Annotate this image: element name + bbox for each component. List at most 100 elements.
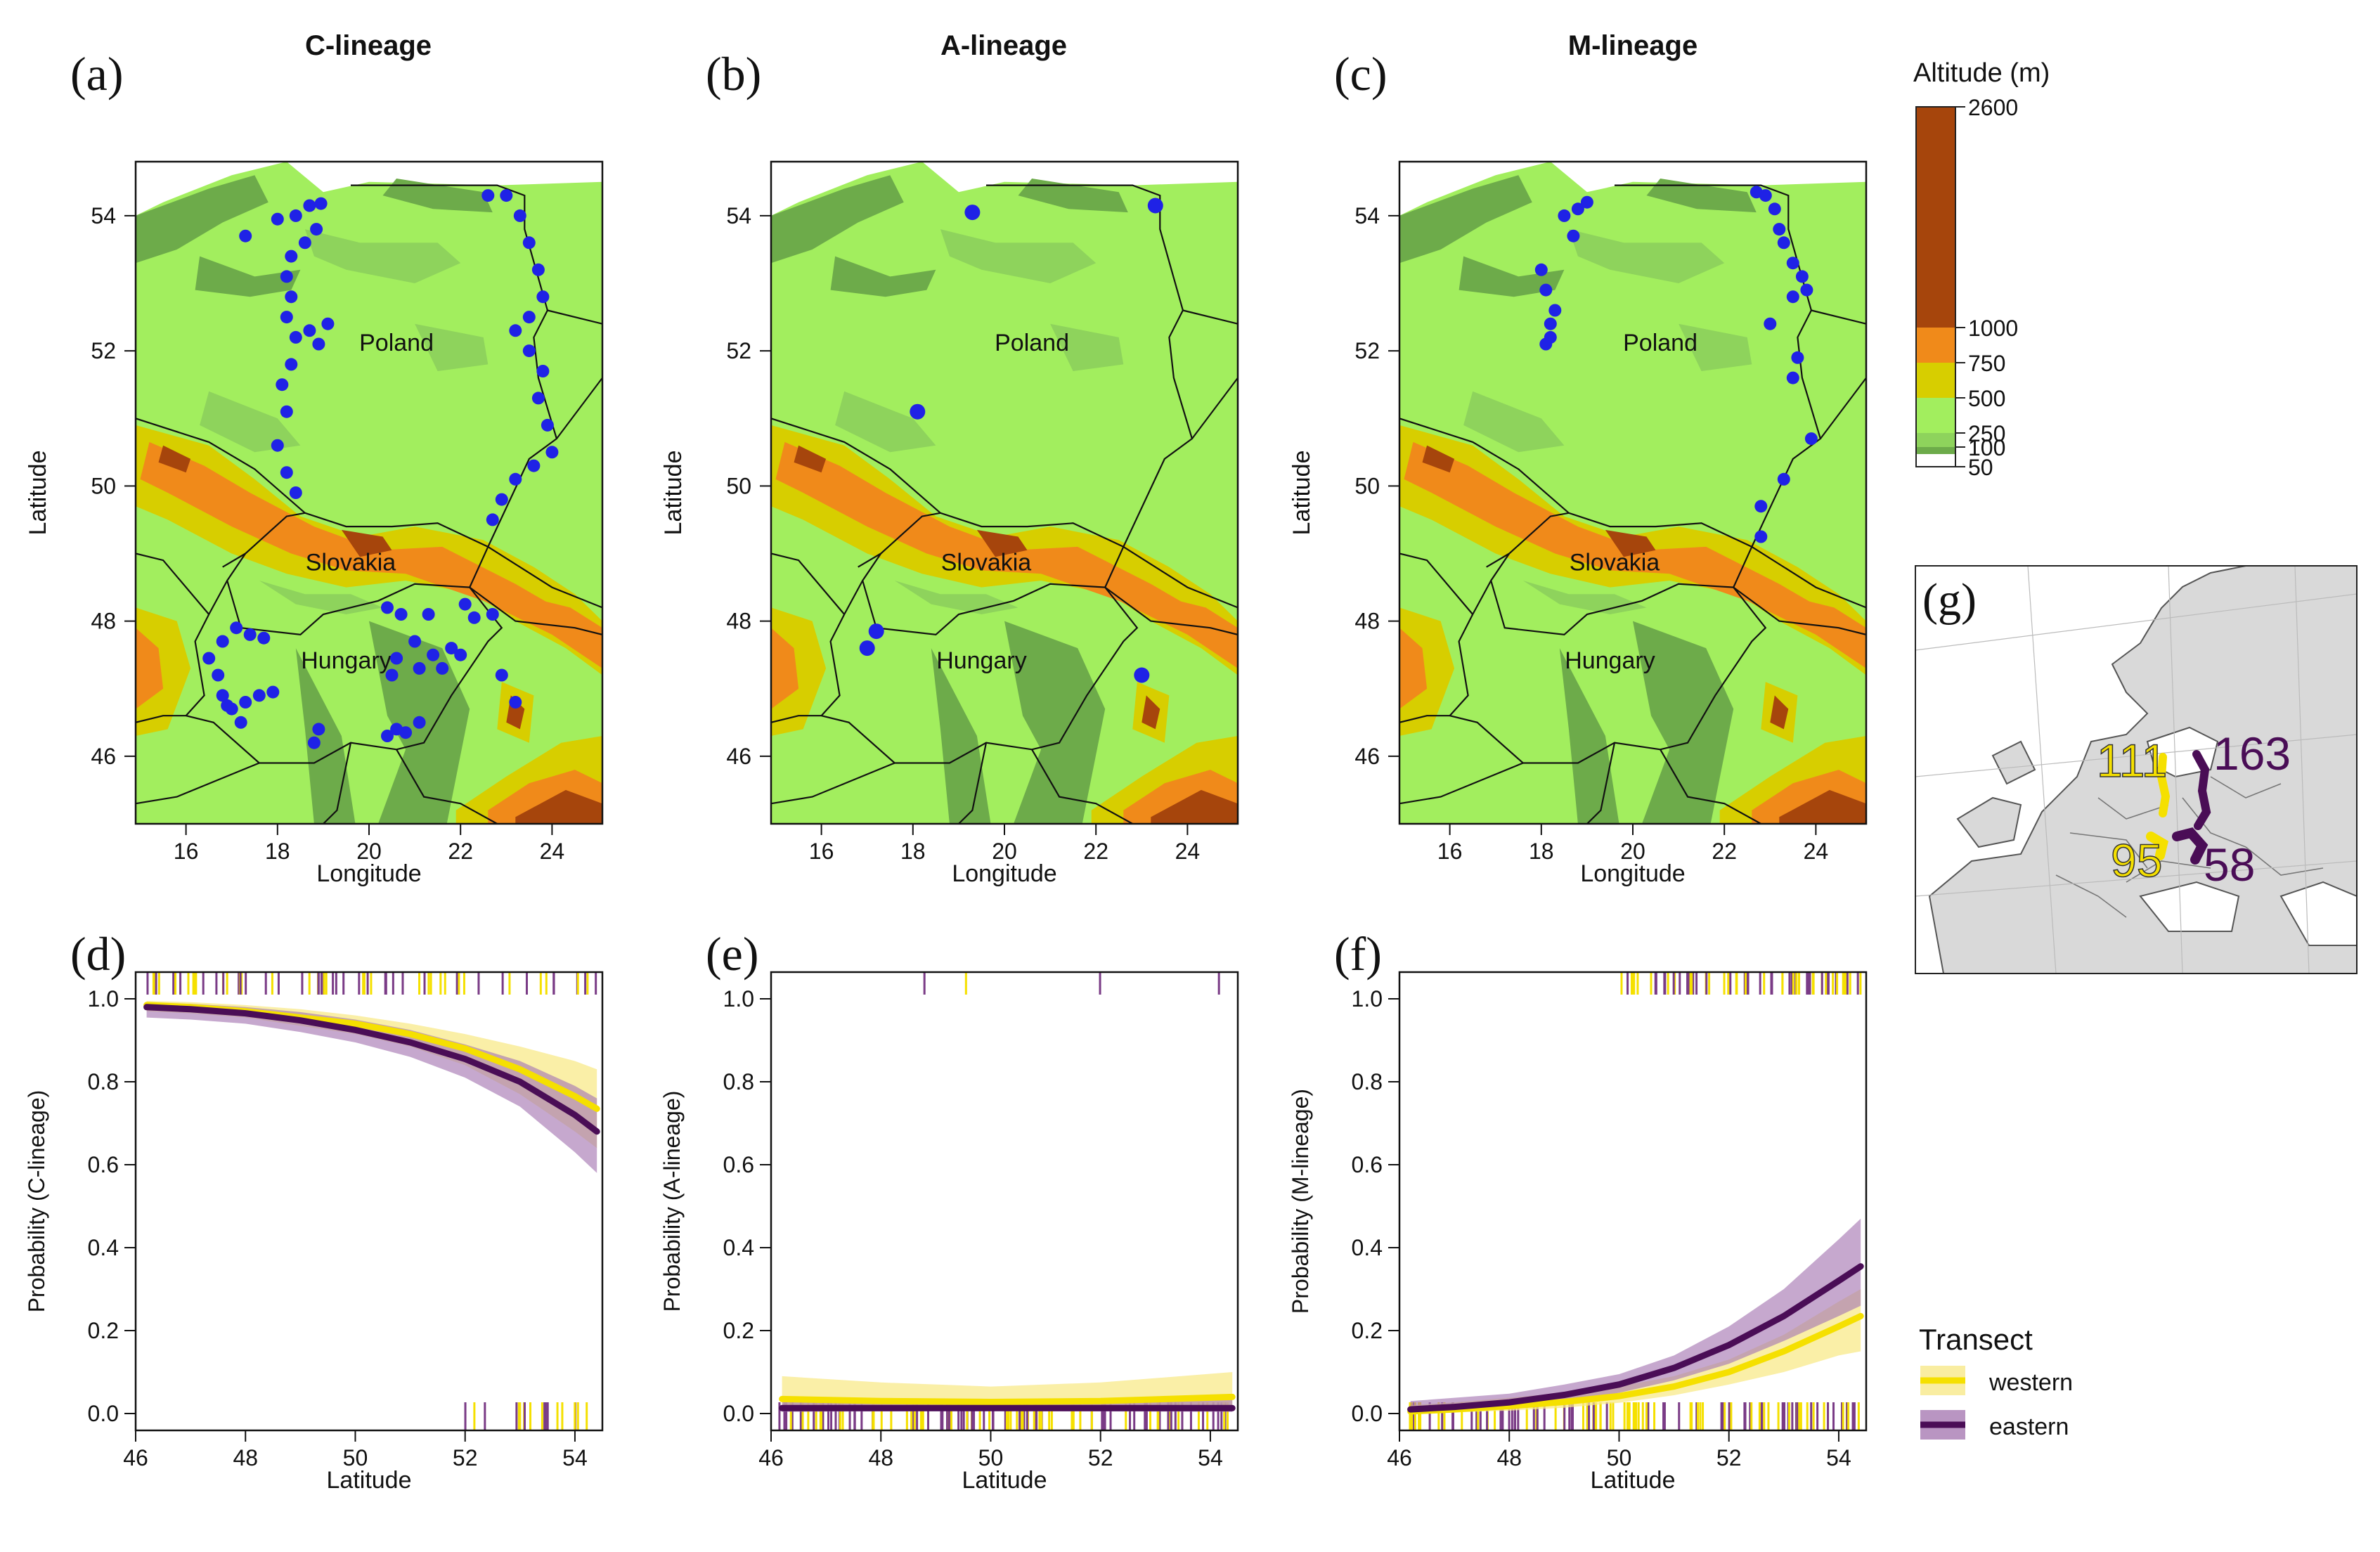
plot-e-xtick-52: 52 <box>1088 1445 1113 1470</box>
map-b-point-0 <box>964 205 981 221</box>
plot-d-ytick-0.4: 0.4 <box>88 1235 119 1260</box>
map-a-point-69 <box>252 689 266 702</box>
map-a-point-36 <box>495 493 508 506</box>
map-a-point-44 <box>408 635 422 648</box>
map-c-ytick-48: 48 <box>1354 609 1380 634</box>
altitude-break-1000: 1000 <box>1968 316 2018 341</box>
inset-eastern-transect <box>2192 750 2211 830</box>
map-a-point-54 <box>413 716 426 729</box>
plot-e-ytick-0: 0.0 <box>723 1401 754 1426</box>
plot-d-xtick-48: 48 <box>233 1445 258 1470</box>
plot-f-ytick-0.6: 0.6 <box>1352 1152 1383 1177</box>
map-c-ytick-46: 46 <box>1354 744 1380 769</box>
plot-d-band-eastern <box>146 1002 597 1173</box>
map-a-point-50 <box>436 661 449 675</box>
map-a-point-41 <box>458 597 472 611</box>
map-a-point-62 <box>216 635 229 648</box>
plot-d-ytick-0.2: 0.2 <box>88 1318 119 1343</box>
plot-f-xtick-48: 48 <box>1496 1445 1522 1470</box>
map-a-label-slovakia: Slovakia <box>306 550 396 576</box>
map-b-ytick-50: 50 <box>726 473 751 498</box>
map-a-point-35 <box>509 472 522 486</box>
map-b-xtick-20: 20 <box>992 839 1017 864</box>
map-a-point-20 <box>312 337 325 351</box>
altitude-break-50: 50 <box>1968 455 1993 480</box>
map-a-point-70 <box>266 685 280 699</box>
plot-d-letter: (d) <box>70 927 126 981</box>
map-c-point-1 <box>1580 195 1593 209</box>
plot-f-xtick-46: 46 <box>1387 1445 1412 1470</box>
map-a-point-5 <box>310 223 323 236</box>
map-a-point-7 <box>285 250 298 263</box>
legend-eastern-label: eastern <box>1989 1414 2069 1440</box>
map-b-xtick-16: 16 <box>809 839 834 864</box>
map-panel-b: Poland Slovakia Hungary 16 18 20 22 24 46 48 50 52 5… <box>660 160 1239 887</box>
map-c-ytick-50: 50 <box>1354 473 1380 498</box>
plot-e-xtick-46: 46 <box>758 1445 784 1470</box>
map-a-point-39 <box>394 608 408 621</box>
inset-label-111: 111 <box>2097 735 2167 787</box>
map-a-point-46 <box>445 642 458 655</box>
map-a-point-37 <box>486 513 499 526</box>
map-a-point-6 <box>298 236 311 250</box>
map-a-point-63 <box>257 631 271 645</box>
plot-d-xtick-54: 54 <box>562 1445 588 1470</box>
map-b-xtick-22: 22 <box>1083 839 1108 864</box>
map-c-label-poland: Poland <box>1623 330 1697 356</box>
map-a-point-3 <box>303 199 316 212</box>
plot-f-line-eastern <box>1407 1263 1864 1413</box>
map-c-point-20 <box>1791 351 1804 364</box>
plot-d-ylabel: Probability (C-lineage) <box>24 1090 49 1313</box>
plot-e-xlabel: Latitude <box>962 1467 1047 1494</box>
map-a-point-31 <box>531 392 545 405</box>
map-c-point-25 <box>1754 530 1768 543</box>
map-a-point-24 <box>522 236 536 250</box>
map-a-point-61 <box>243 628 257 641</box>
map-c-label-hungary: Hungary <box>1565 647 1655 674</box>
plot-d-xtick-50: 50 <box>343 1445 368 1470</box>
map-b-point-5 <box>1134 667 1150 683</box>
plot-d-line-eastern <box>143 1004 600 1135</box>
map-b-title: A-lineage <box>940 30 1067 61</box>
map-c-xtick-22: 22 <box>1712 839 1737 864</box>
map-c-point-18 <box>1786 290 1799 304</box>
map-c-point-23 <box>1777 472 1790 486</box>
map-a-ytick-50: 50 <box>91 473 116 498</box>
plot-panel-d: 46 48 50 52 54 0.0 0.2 0.4 0.6 0.8 1.0 Latitude Prob… <box>24 971 604 1494</box>
map-b-xtick-18: 18 <box>900 839 926 864</box>
map-a-xtick-20: 20 <box>356 839 382 864</box>
inset-letter: (g) <box>1922 574 1977 626</box>
map-a-point-71 <box>234 716 247 729</box>
map-c-ytick-52: 52 <box>1354 338 1380 363</box>
map-a-point-17 <box>289 486 302 499</box>
map-c-label-slovakia: Slovakia <box>1570 550 1660 576</box>
map-a-xlabel: Longitude <box>316 860 421 887</box>
plot-f-ytick-0: 0.0 <box>1352 1401 1383 1426</box>
plot-e-letter: (e) <box>706 927 758 981</box>
map-b-ytick-54: 54 <box>726 203 751 228</box>
inset-western-transect <box>2156 753 2171 817</box>
map-a-point-12 <box>285 358 298 371</box>
altitude-break-750: 750 <box>1968 351 2005 376</box>
plot-f-ytick-0.4: 0.4 <box>1352 1235 1383 1260</box>
map-a-point-22 <box>500 189 513 202</box>
map-a-point-65 <box>212 668 225 682</box>
map-a-point-42 <box>467 611 481 624</box>
map-a-ylabel: Latitude <box>25 451 51 536</box>
map-c-point-6 <box>1548 304 1562 317</box>
map-a-point-23 <box>513 209 526 222</box>
plot-e-line-western <box>779 1393 1236 1406</box>
map-c-point-21 <box>1786 371 1799 384</box>
map-a-letter: (a) <box>70 47 123 101</box>
map-a-point-15 <box>271 439 284 452</box>
plot-e-ytick-0.6: 0.6 <box>723 1152 754 1177</box>
map-a-point-43 <box>486 608 499 621</box>
map-c-point-4 <box>1534 263 1548 276</box>
map-a-point-51 <box>454 648 467 661</box>
map-panel-a: Poland Slovakia Hungary 16 18 20 22 24 46 48 50 52 5… <box>25 160 604 887</box>
plot-f-xtick-54: 54 <box>1826 1445 1851 1470</box>
map-a-point-19 <box>321 317 335 330</box>
map-c-xtick-16: 16 <box>1437 839 1463 864</box>
map-a-point-48 <box>390 652 403 665</box>
map-b-xtick-24: 24 <box>1175 839 1201 864</box>
